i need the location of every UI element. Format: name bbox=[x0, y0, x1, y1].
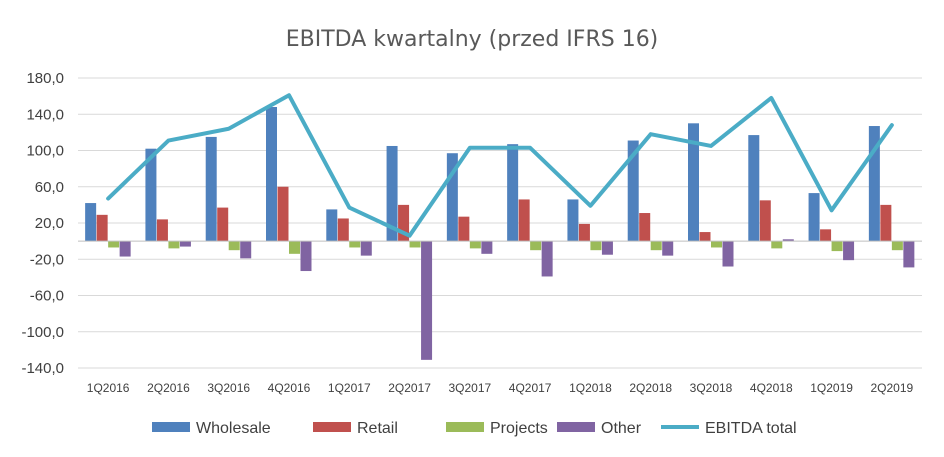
bar-other bbox=[903, 241, 915, 268]
bar-projects bbox=[469, 241, 481, 249]
bar-other bbox=[360, 241, 372, 256]
bar-retail bbox=[639, 213, 651, 242]
bar-retail bbox=[398, 204, 410, 242]
bar-retail bbox=[699, 232, 711, 242]
bar-retail bbox=[96, 214, 108, 242]
bar-projects bbox=[530, 241, 542, 251]
y-tick-label: 140,0 bbox=[26, 106, 64, 123]
bar-wholesale bbox=[386, 145, 398, 242]
lines bbox=[106, 93, 894, 238]
bar-projects bbox=[108, 241, 120, 248]
bar-projects bbox=[771, 241, 783, 249]
bar-retail bbox=[518, 199, 530, 242]
bar-retail bbox=[156, 219, 168, 242]
x-tick-label: 4Q2016 bbox=[268, 381, 311, 395]
bar-other bbox=[722, 241, 734, 267]
bar-projects bbox=[711, 241, 722, 248]
x-tick-label: 1Q2017 bbox=[328, 381, 371, 395]
bar-projects bbox=[650, 241, 662, 251]
bar-projects bbox=[409, 241, 421, 248]
x-axis: 1Q2016 2Q2016 3Q2016 4Q2016 1Q2017 2Q2017 3Q20… bbox=[87, 381, 914, 395]
bar-other bbox=[179, 241, 191, 247]
x-tick-label: 2Q2016 bbox=[147, 381, 190, 395]
bar-other bbox=[601, 241, 613, 255]
legend-swatch-retail bbox=[313, 422, 351, 432]
bar-other bbox=[541, 241, 553, 277]
bar-wholesale bbox=[326, 209, 338, 242]
bar-other bbox=[843, 241, 855, 261]
bar-wholesale bbox=[85, 203, 97, 242]
x-tick-label: 1Q2019 bbox=[810, 381, 853, 395]
bar-wholesale bbox=[808, 193, 820, 242]
bar-wholesale bbox=[868, 126, 880, 242]
bar-other bbox=[481, 241, 493, 254]
bar-wholesale bbox=[748, 135, 760, 242]
legend-label-wholesale: Wholesale bbox=[196, 420, 271, 437]
line-ebitda-total bbox=[106, 93, 894, 238]
bar-other bbox=[782, 239, 794, 242]
bar-retail bbox=[820, 229, 832, 242]
bar-wholesale bbox=[507, 144, 519, 242]
bar-wholesale bbox=[145, 148, 157, 242]
y-axis: 180,0 140,0 100,0 60,0 20,0 -20,0 -60,0 -100,0 -… bbox=[21, 70, 64, 377]
bar-other bbox=[240, 241, 252, 259]
y-tick-label: -100,0 bbox=[21, 324, 64, 341]
bar-wholesale bbox=[266, 107, 277, 242]
legend-swatch-projects bbox=[446, 422, 484, 432]
legend-label-retail: Retail bbox=[357, 420, 398, 437]
legend-label-ebitda-total: EBITDA total bbox=[705, 420, 797, 437]
bar-retail bbox=[458, 216, 470, 242]
y-tick-label: 20,0 bbox=[35, 215, 64, 232]
bar-other bbox=[421, 241, 433, 360]
x-tick-label: 3Q2016 bbox=[207, 381, 250, 395]
legend-swatch-wholesale bbox=[152, 422, 190, 432]
bar-retail bbox=[759, 200, 771, 242]
bar-projects bbox=[228, 241, 240, 251]
chart-title: EBITDA kwartalny (przed IFRS 16) bbox=[286, 27, 659, 52]
x-tick-label: 1Q2018 bbox=[569, 381, 612, 395]
x-tick-label: 3Q2018 bbox=[690, 381, 733, 395]
x-tick-label: 2Q2019 bbox=[871, 381, 914, 395]
legend-label-projects: Projects bbox=[490, 420, 548, 437]
bar-projects bbox=[168, 241, 180, 249]
bar-retail bbox=[578, 223, 590, 242]
y-tick-label: -140,0 bbox=[21, 360, 64, 377]
bar-projects bbox=[349, 241, 361, 248]
x-tick-label: 4Q2018 bbox=[750, 381, 793, 395]
y-tick-label: 180,0 bbox=[26, 70, 64, 87]
legend-swatch-other bbox=[557, 422, 595, 432]
legend: Wholesale Retail Projects Other EBITDA total bbox=[152, 420, 797, 437]
bar-projects bbox=[590, 241, 602, 251]
bar-wholesale bbox=[446, 153, 458, 242]
bar-projects bbox=[831, 241, 843, 252]
bar-wholesale bbox=[205, 136, 217, 242]
x-tick-label: 4Q2017 bbox=[509, 381, 552, 395]
bars bbox=[85, 107, 915, 360]
bar-projects bbox=[891, 241, 903, 251]
y-tick-label: 60,0 bbox=[35, 179, 64, 196]
legend-label-other: Other bbox=[601, 420, 642, 437]
x-tick-label: 3Q2017 bbox=[449, 381, 492, 395]
bar-retail bbox=[277, 186, 289, 242]
y-tick-label: -60,0 bbox=[30, 288, 64, 305]
bar-wholesale bbox=[627, 140, 639, 242]
gridlines bbox=[78, 77, 922, 369]
bar-retail bbox=[337, 218, 349, 242]
y-tick-label: 100,0 bbox=[26, 143, 64, 160]
y-tick-label: -20,0 bbox=[30, 251, 64, 268]
bar-wholesale bbox=[688, 123, 699, 242]
bar-retail bbox=[880, 204, 892, 242]
x-tick-label: 2Q2018 bbox=[629, 381, 672, 395]
x-tick-label: 1Q2016 bbox=[87, 381, 130, 395]
bar-other bbox=[119, 241, 131, 257]
bar-other bbox=[300, 241, 312, 272]
bar-wholesale bbox=[567, 199, 579, 242]
bar-other bbox=[662, 241, 674, 256]
bar-retail bbox=[217, 207, 229, 242]
x-tick-label: 2Q2017 bbox=[388, 381, 431, 395]
bar-projects bbox=[289, 241, 300, 254]
